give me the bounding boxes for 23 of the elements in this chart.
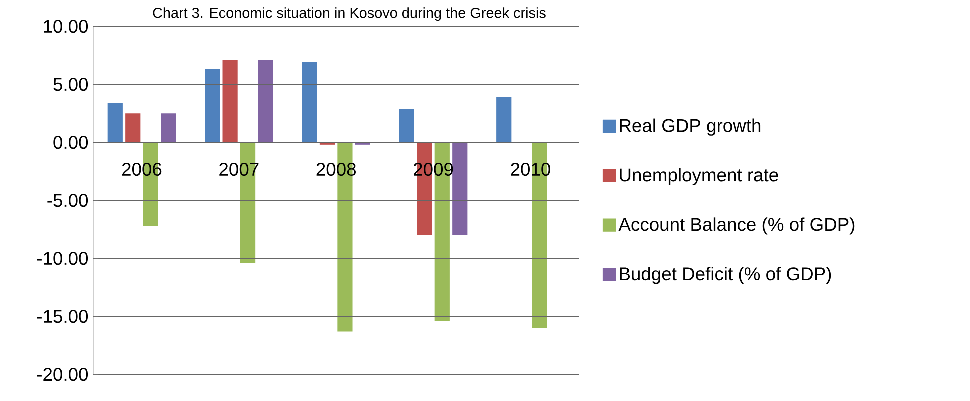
y-tick-label: -20.00 bbox=[37, 368, 88, 382]
y-tick-label: 5.00 bbox=[54, 78, 88, 92]
y-tick-label: -5.00 bbox=[48, 194, 88, 208]
x-tick-label: 2009 bbox=[414, 163, 454, 176]
chart-title: Chart 3. Economic situation in Kosovo during the Greek crisis bbox=[153, 8, 546, 22]
legend-label: Unemployment rate bbox=[620, 168, 778, 186]
bar bbox=[126, 114, 141, 143]
bar bbox=[108, 103, 123, 143]
y-tick-label: -10.00 bbox=[37, 252, 88, 266]
legend-label: Budget Deficit (% of GDP) bbox=[620, 267, 832, 284]
bar bbox=[302, 62, 318, 143]
bar bbox=[161, 114, 176, 143]
bar bbox=[258, 60, 274, 143]
bar bbox=[496, 97, 512, 143]
legend-label: Real GDP growth bbox=[620, 118, 761, 136]
y-tick-label: -15.00 bbox=[37, 310, 88, 324]
bar bbox=[222, 60, 238, 143]
bar bbox=[452, 142, 468, 236]
bar bbox=[205, 70, 220, 143]
y-tick-label: 10.00 bbox=[44, 20, 88, 34]
bar bbox=[399, 109, 414, 143]
y-tick-label: 0.00 bbox=[54, 136, 88, 150]
legend-label: Account Balance (% of GDP) bbox=[618, 218, 855, 235]
